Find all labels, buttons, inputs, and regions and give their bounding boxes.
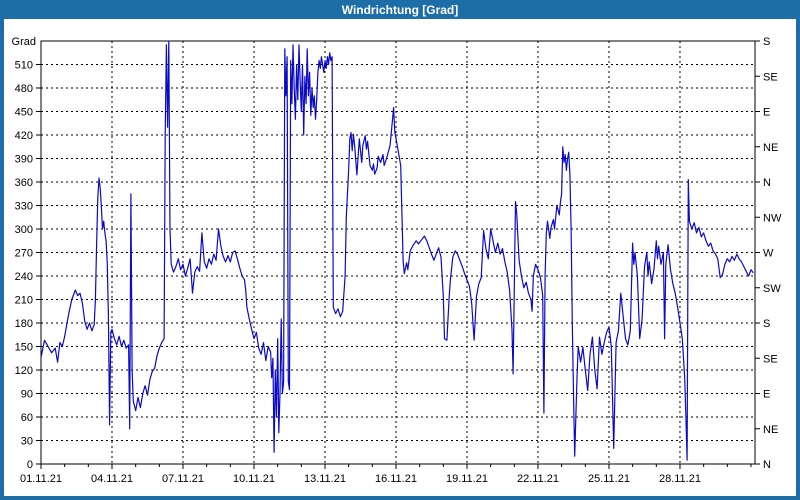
- compass-tick-label: SE: [763, 71, 778, 83]
- plot-frame: [40, 40, 756, 465]
- x-tick-label: 25.11.21: [588, 473, 630, 485]
- y-left-tick-label: 60: [21, 412, 33, 424]
- window-title: Windrichtung [Grad]: [341, 2, 459, 17]
- y-left-tick-label: 300: [15, 224, 33, 236]
- chart-canvas: 0 30 60 90 120 150 180 210 240 270 300 330 360 390 420…: [12, 36, 782, 485]
- x-tick-label: 16.11.21: [375, 473, 417, 485]
- window-titlebar: Windrichtung [Grad]: [0, 0, 800, 19]
- y-left-tick-label: 420: [15, 130, 33, 142]
- x-tick-label: 07.11.21: [162, 473, 204, 485]
- x-tick-label: 13.11.21: [304, 473, 346, 485]
- y-left-tick-label: 90: [21, 389, 33, 401]
- y-left-tick-label: 510: [15, 60, 33, 72]
- compass-tick-label: NE: [763, 142, 778, 154]
- compass-tick-label: SE: [763, 353, 778, 365]
- compass-tick-label: E: [763, 389, 770, 401]
- compass-tick-label: NW: [763, 212, 782, 224]
- x-tick-label: 04.11.21: [91, 473, 133, 485]
- y-left-tick-label: 0: [27, 459, 33, 471]
- compass-tick-label: NE: [763, 424, 778, 436]
- compass-tick-label: W: [763, 248, 774, 260]
- y-left-tick-label: 210: [15, 295, 33, 307]
- x-tick-label: 10.11.21: [233, 473, 275, 485]
- x-tick-label: 19.11.21: [446, 473, 488, 485]
- y-left-tick-label: 480: [15, 83, 33, 95]
- y-axis-unit-label: Grad: [12, 36, 36, 48]
- compass-tick-label: S: [763, 318, 770, 330]
- x-tick-label: 28.11.21: [659, 473, 701, 485]
- y-left-tick-label: 270: [15, 248, 33, 260]
- compass-tick-label: N: [763, 177, 771, 189]
- y-left-tick-label: 390: [15, 154, 33, 166]
- series-line-windrichtung: [40, 40, 754, 461]
- y-left-tick-label: 30: [21, 436, 33, 448]
- compass-tick-label: S: [763, 36, 770, 48]
- y-left-tick-label: 180: [15, 318, 33, 330]
- window-frame-left: [0, 19, 4, 500]
- y-left-tick-label: 330: [15, 201, 33, 213]
- window-frame-bottom: [0, 496, 800, 500]
- y-left-tick-label: 450: [15, 107, 33, 119]
- x-tick-label: 22.11.21: [517, 473, 559, 485]
- x-tick-label: 01.11.21: [20, 473, 62, 485]
- y-left-tick-label: 240: [15, 271, 33, 283]
- window-frame-right: [796, 19, 800, 500]
- wind-direction-chart: 0 30 60 90 120 150 180 210 240 270 300 330 360 390 420…: [4, 19, 796, 496]
- y-left-tick-label: 120: [15, 365, 33, 377]
- compass-tick-label: E: [763, 107, 770, 119]
- compass-tick-label: N: [763, 459, 771, 471]
- y-left-tick-label: 150: [15, 342, 33, 354]
- y-left-tick-label: 360: [15, 177, 33, 189]
- compass-tick-label: SW: [763, 283, 781, 295]
